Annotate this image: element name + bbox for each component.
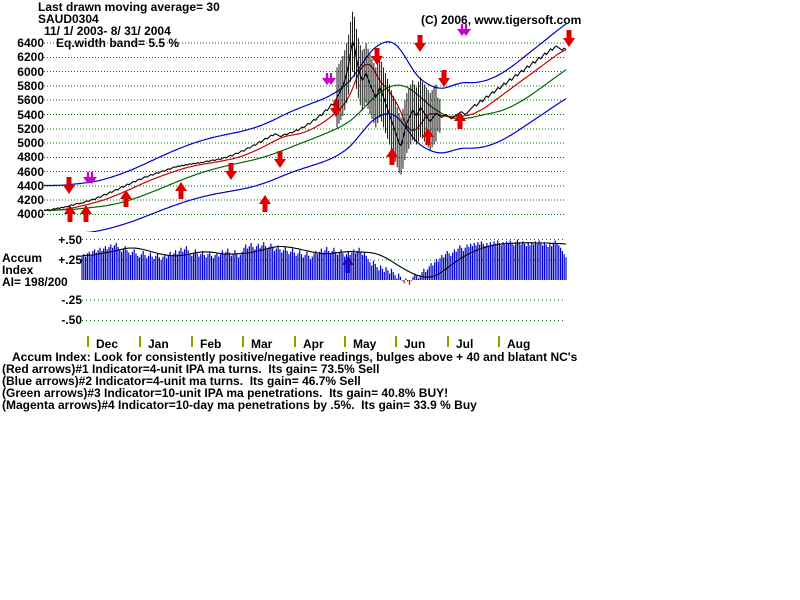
legend-line-0: Accum Index: Look for consistently posit… [12, 350, 578, 364]
price-y-tick-4000: 4000 [17, 207, 44, 222]
price-y-tick-4200: 4200 [17, 193, 44, 208]
month-label-jan: Jan [148, 337, 169, 351]
signal-arrow-up [386, 148, 398, 165]
signal-arrow-up [342, 256, 354, 273]
signal-arrow-up [175, 182, 187, 199]
signal-arrow-down [563, 30, 575, 47]
accum-y-tick-3: -.50 [61, 313, 82, 328]
price-y-axis: 6400 6200 6000 5800 5600 5400 5200 5000 4800 4600… [0, 0, 44, 230]
header-copyright: (C) 2006, www.tigersoft.com [421, 13, 582, 27]
price-y-tick-5200: 5200 [17, 121, 44, 136]
header-moving-average: Last drawn moving average= 30 [38, 0, 220, 14]
signal-arrow-down [457, 24, 471, 36]
accum-y-tick-2: -.25 [61, 293, 82, 308]
month-label-apr: Apr [303, 337, 324, 351]
signal-arrow-down [225, 163, 237, 180]
signal-arrow-up [422, 128, 434, 145]
accum-y-axis: +.50 +.25 -.25 -.50 [0, 225, 82, 335]
signal-arrow-down [371, 48, 383, 65]
price-y-tick-5000: 5000 [17, 136, 44, 151]
price-y-tick-5800: 5800 [17, 78, 44, 93]
accum-caption-line3: AI= 198/200 [2, 275, 68, 289]
price-y-tick-4800: 4800 [17, 150, 44, 165]
legend-line-1: (Red arrows)#1 Indicator=4-unit IPA ma t… [2, 362, 380, 376]
header-date-range: 11/ 1/ 2003- 8/ 31/ 2004 [44, 24, 171, 38]
signal-arrow-down [63, 177, 75, 194]
signal-arrow-down [322, 73, 336, 85]
accum-y-tick-1: +.25 [58, 252, 82, 267]
price-y-tick-5600: 5600 [17, 93, 44, 108]
signal-arrow-up [64, 205, 76, 222]
price-y-tick-5400: 5400 [17, 107, 44, 122]
signal-arrow-down [414, 35, 426, 52]
header-symbol: SAUD0304 [38, 12, 99, 26]
month-label-mar: Mar [251, 337, 273, 351]
month-label-jun: Jun [404, 337, 426, 351]
signal-arrow-down [83, 172, 97, 184]
legend-line-3: (Green arrows)#3 Indicator=10-unit IPA m… [2, 386, 449, 400]
signal-arrow-down [438, 70, 450, 87]
month-label-aug: Aug [507, 337, 531, 351]
price-y-tick-4400: 4400 [17, 178, 44, 193]
accum-y-tick-0: +.50 [58, 232, 82, 247]
signal-arrow-up [120, 190, 132, 207]
signal-arrow-up [259, 195, 271, 212]
price-y-tick-6400: 6400 [17, 36, 44, 51]
signal-arrow-up [80, 205, 92, 222]
price-y-tick-6200: 6200 [17, 50, 44, 65]
month-label-may: May [353, 337, 377, 351]
accum-caption-line2: Index [2, 263, 34, 277]
signal-arrow-up [454, 112, 466, 129]
accum-caption-line1: Accum [2, 251, 43, 265]
month-label-feb: Feb [200, 337, 222, 351]
signal-arrow-down [274, 151, 286, 168]
signal-arrow-down [330, 100, 342, 117]
price-y-tick-6000: 6000 [17, 64, 44, 79]
legend-line-4: (Magenta arrows)#4 Indicator=10-day ma p… [2, 398, 477, 412]
month-label-jul: Jul [456, 337, 474, 351]
legend-line-2: (Blue arrows)#2 Indicator=4-unit ma turn… [2, 374, 361, 388]
month-label-dec: Dec [96, 337, 119, 351]
price-chart [43, 11, 575, 232]
price-y-tick-4600: 4600 [17, 164, 44, 179]
